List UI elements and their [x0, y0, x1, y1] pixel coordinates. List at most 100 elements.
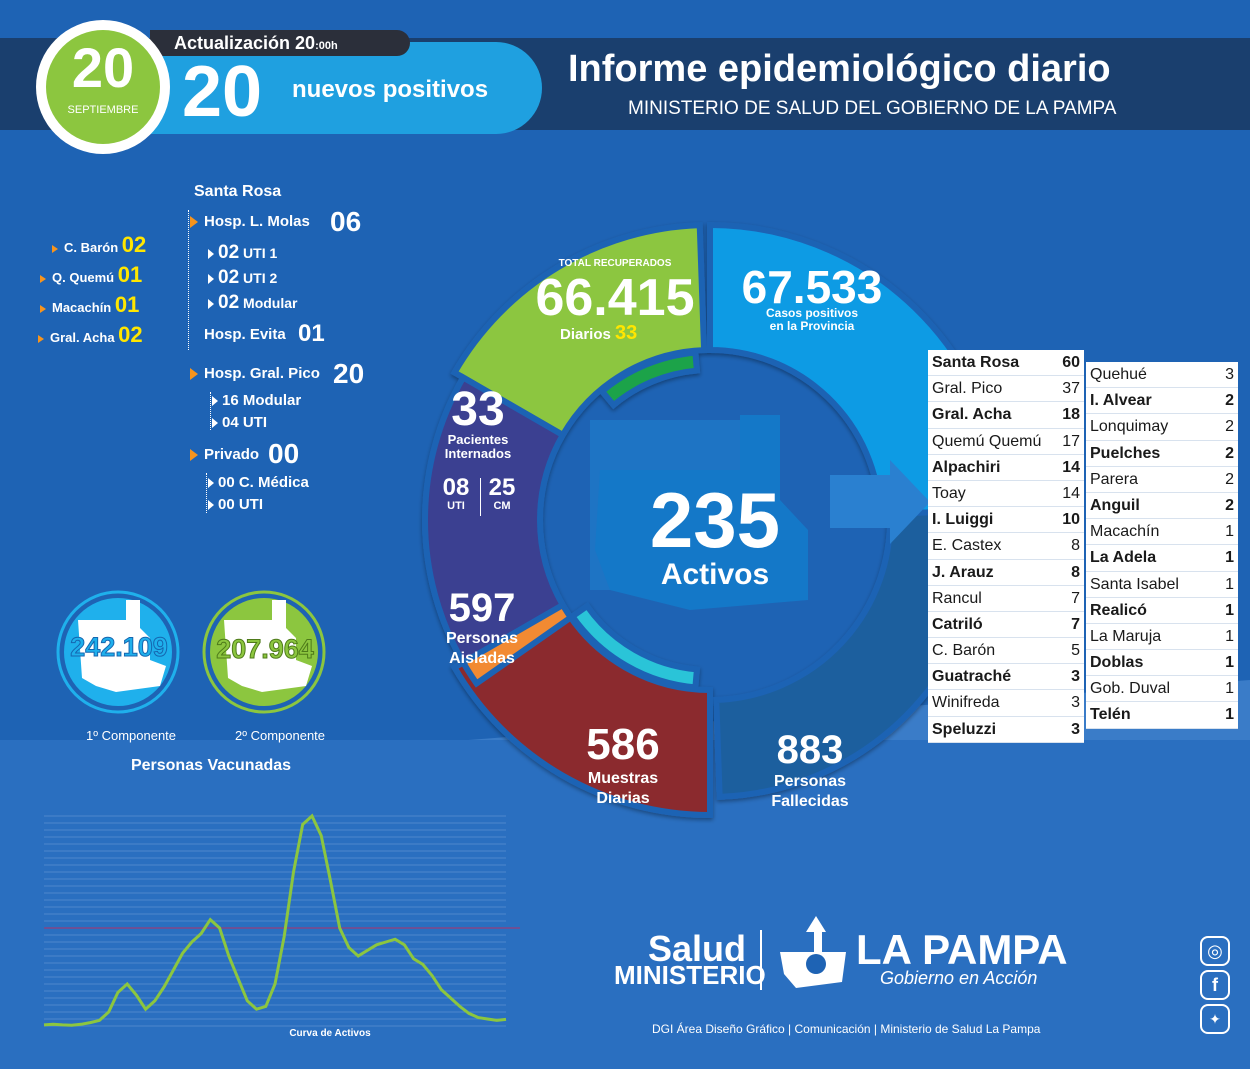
locality-name: J. Arauz — [932, 563, 994, 581]
hosp-pico-value: 20 — [333, 358, 365, 389]
second-dose-label: 2º Componente — [234, 728, 326, 743]
privado-bracket — [206, 473, 208, 513]
left-hosp-1: Q. Quemú 01 — [40, 262, 142, 288]
locality-row: Catriló 7 — [928, 612, 1084, 639]
locality-row: Quehué 3 — [1086, 362, 1238, 389]
gobierno-text: Gobierno en Acción — [880, 968, 1038, 988]
isolated-segment — [422, 373, 567, 667]
locality-count: 2 — [1225, 418, 1234, 436]
locality-row: Toay 14 — [928, 481, 1084, 508]
locality-count: 1 — [1225, 654, 1234, 672]
orange-arrow-icon — [38, 334, 44, 343]
orange-arrow-icon — [40, 274, 46, 283]
date-day: 20 — [71, 36, 135, 99]
localities-table-left: Santa Rosa 60 Gral. Pico 37 Gral. Acha 18 Quem… — [928, 350, 1084, 743]
molas-modular: 02 Modular — [208, 292, 297, 314]
locality-row: C. Barón 5 — [928, 638, 1084, 665]
samples-label1: Muestras — [587, 770, 659, 787]
locality-row: I. Luiggi 10 — [928, 507, 1084, 534]
locality-count: 60 — [1062, 354, 1080, 371]
locality-name: Santa Rosa — [932, 354, 1020, 371]
locality-name: Gob. Duval — [1090, 680, 1171, 698]
locality-row: Rancul 7 — [928, 586, 1084, 612]
privado-cmedica: 00 C. Médica — [208, 474, 309, 491]
chart-title: Curva de Activos — [289, 1028, 371, 1039]
locality-row: Gral. Acha 18 — [928, 402, 1084, 429]
facebook-icon[interactable]: f — [1200, 970, 1230, 1000]
vaccinated-title: Personas Vacunadas — [130, 757, 292, 774]
isolated-value: 597 — [448, 586, 516, 630]
locality-row: Lonquimay 2 — [1086, 414, 1238, 441]
positives-label2: en la Provincia — [769, 319, 855, 333]
samples-label2: Diarias — [596, 790, 650, 807]
locality-count: 14 — [1062, 458, 1080, 476]
salud-text: Salud — [648, 928, 747, 969]
inner-green-arc — [597, 349, 701, 410]
hosp-pico: Hosp. Gral. Pico — [190, 365, 320, 382]
isolated-label2: Aisladas — [449, 650, 515, 667]
locality-row: Puelches 2 — [1086, 441, 1238, 467]
stats-ring — [421, 221, 970, 819]
arrow-icon — [208, 299, 214, 310]
arrow-icon — [212, 418, 218, 429]
twitter-icon[interactable]: ✦ — [1200, 1004, 1230, 1034]
left-hosp-0: C. Barón 02 — [52, 232, 146, 258]
molas-uti2: 02 UTI 2 — [208, 267, 277, 289]
locality-name: Anguil — [1090, 496, 1140, 514]
cm-label: CM — [493, 500, 511, 512]
left-hosp-3: Gral. Acha 02 — [38, 322, 143, 348]
uti-label: UTI — [447, 500, 465, 512]
orange-arrow-icon — [190, 216, 198, 229]
locality-count: 18 — [1062, 406, 1080, 424]
left-hosp-2: Macachín 01 — [40, 292, 139, 318]
locality-count: 2 — [1225, 470, 1234, 488]
uti-value: 08 — [442, 474, 470, 501]
locality-count: 3 — [1071, 694, 1080, 712]
arrow-icon — [212, 396, 218, 407]
isolated-label1: Personas — [445, 630, 519, 647]
inner-teal-arc — [568, 601, 701, 691]
orange-arrow-icon — [40, 304, 46, 313]
pico-bracket — [210, 392, 212, 430]
locality-row: Realicó 1 — [1086, 598, 1238, 624]
locality-row: Speluzzi 3 — [928, 717, 1084, 743]
molas-uti1: 02 UTI 1 — [208, 242, 277, 264]
right-arrow-icon — [830, 460, 930, 544]
update-bar — [150, 30, 410, 56]
locality-name: Macachín — [1090, 523, 1160, 541]
instagram-icon[interactable]: ◎ — [1200, 936, 1230, 966]
hosp-molas: Hosp. L. Molas — [190, 213, 310, 230]
locality-name: Catriló — [932, 615, 983, 633]
locality-name: I. Luiggi — [932, 511, 994, 529]
locality-count: 7 — [1071, 615, 1080, 633]
locality-row: J. Arauz 8 — [928, 560, 1084, 586]
locality-count: 2 — [1225, 496, 1234, 514]
locality-count: 1 — [1225, 575, 1234, 593]
orange-arrow-icon — [52, 244, 58, 253]
locality-name: Gral. Acha — [932, 406, 1012, 424]
locality-name: Puelches — [1090, 444, 1161, 462]
internados-label2: Internados — [444, 446, 512, 461]
second-dose-value: 207.964 — [216, 634, 315, 665]
locality-count: 1 — [1225, 680, 1234, 698]
locality-row: Gral. Pico 37 — [928, 376, 1084, 403]
la-pampa-map-icon — [78, 600, 166, 692]
locality-row: Anguil 2 — [1086, 493, 1238, 520]
locality-row: La Maruja 1 — [1086, 624, 1238, 651]
locality-name: Realicó — [1090, 601, 1147, 619]
first-dose-value: 242.109 — [70, 632, 169, 663]
locality-count: 3 — [1071, 668, 1080, 686]
locality-name: Alpachiri — [932, 458, 1001, 476]
positives-segment — [707, 221, 970, 518]
vaccine-badges — [56, 590, 326, 714]
new-positive-count: 20 — [182, 52, 263, 132]
logo-divider — [760, 930, 762, 990]
active-value: 235 — [649, 476, 781, 564]
deceased-label1: Personas — [773, 773, 847, 790]
hosp-molas-value: 06 — [330, 206, 362, 237]
locality-name: Parera — [1090, 470, 1139, 488]
locality-name: I. Alvear — [1090, 392, 1152, 410]
locality-name: Lonquimay — [1090, 418, 1169, 436]
active-map-icon — [595, 415, 808, 610]
locality-name: Quemú Quemú — [932, 432, 1042, 450]
